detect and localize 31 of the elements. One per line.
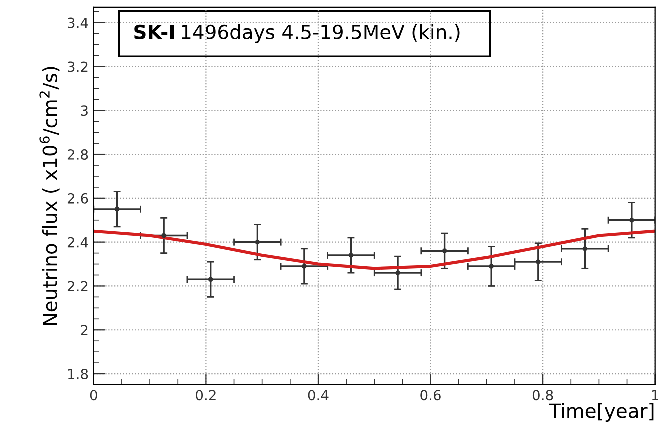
x-tick-label: 0 bbox=[90, 390, 98, 401]
point bbox=[630, 218, 634, 223]
point bbox=[582, 246, 588, 252]
x-tick-label: 1 bbox=[652, 390, 658, 400]
point bbox=[396, 270, 400, 276]
point bbox=[442, 248, 448, 254]
y-tick-label: 2.2 bbox=[68, 281, 88, 292]
x-tick-label: 0.6 bbox=[420, 390, 441, 401]
line-series bbox=[94, 230, 656, 270]
x-tick-label: 0.8 bbox=[532, 390, 554, 401]
y-tick-label: 3.2 bbox=[68, 62, 88, 72]
x-tick-label: 0.4 bbox=[308, 390, 329, 401]
y-tick-label: 3.4 bbox=[68, 18, 88, 28]
x-tick-label: 0.2 bbox=[196, 390, 216, 401]
text: SK-I 1496days 4.5-19.5MeV (kin.) bbox=[134, 24, 460, 44]
y-tick-label: 2 bbox=[81, 325, 88, 336]
point bbox=[489, 264, 494, 269]
y-tick-label: 2.4 bbox=[68, 237, 88, 248]
point bbox=[302, 264, 307, 269]
point bbox=[162, 233, 167, 238]
point bbox=[114, 206, 120, 212]
point bbox=[208, 277, 214, 282]
y-tick-label: 2.8 bbox=[68, 149, 88, 160]
point bbox=[348, 253, 354, 258]
y-axis-title: Neutrino flux ( x10$^{6}$/cm$^{2}$/s) bbox=[40, 67, 60, 326]
y-tick-label: 1.8 bbox=[68, 368, 88, 380]
point bbox=[536, 260, 541, 265]
y-tick-label: 2.6 bbox=[68, 193, 88, 204]
point bbox=[255, 240, 260, 245]
y-tick-label: 3 bbox=[81, 106, 88, 116]
x-axis-title: Time[year] bbox=[549, 403, 654, 422]
